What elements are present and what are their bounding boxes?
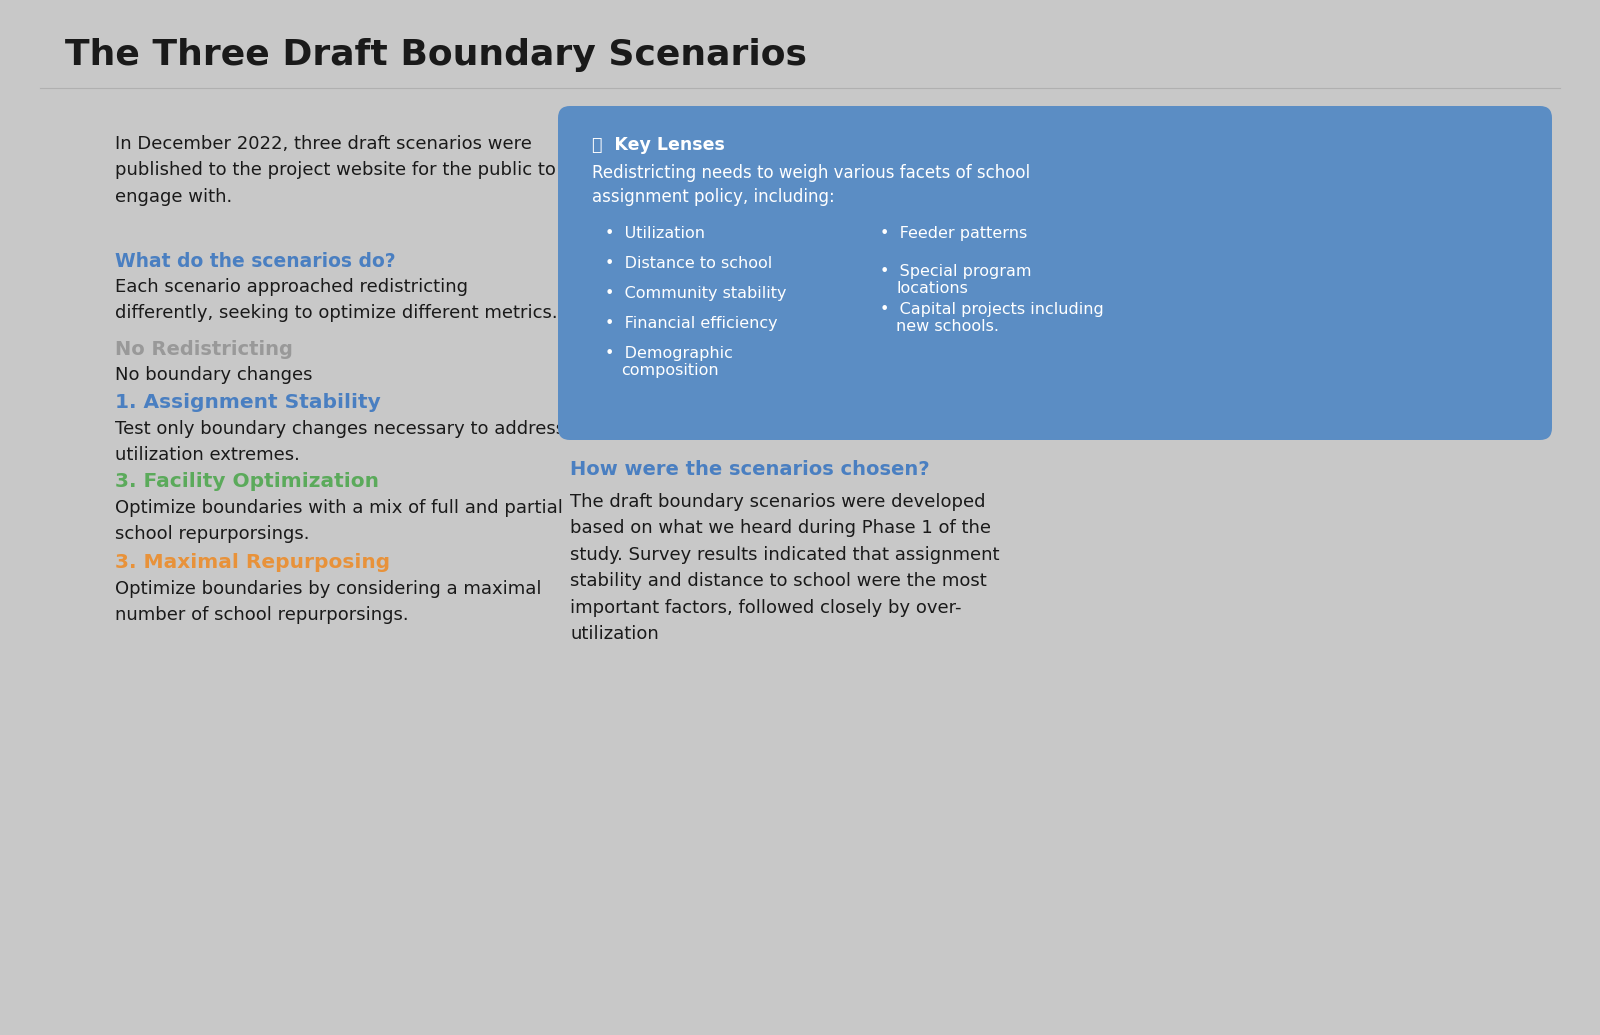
Text: •  Utilization: • Utilization bbox=[605, 226, 706, 241]
Text: •  Distance to school: • Distance to school bbox=[605, 256, 773, 271]
Text: What do the scenarios do?: What do the scenarios do? bbox=[115, 252, 395, 271]
Text: locations: locations bbox=[896, 280, 968, 296]
Text: Redistricting needs to weigh various facets of school
assignment policy, includi: Redistricting needs to weigh various fac… bbox=[592, 164, 1030, 206]
Text: •  Community stability: • Community stability bbox=[605, 286, 787, 301]
FancyBboxPatch shape bbox=[558, 106, 1552, 440]
Text: Optimize boundaries by considering a maximal
number of school repurporsings.: Optimize boundaries by considering a max… bbox=[115, 580, 541, 624]
Text: 1. Assignment Stability: 1. Assignment Stability bbox=[115, 393, 381, 412]
Text: No boundary changes: No boundary changes bbox=[115, 366, 312, 384]
Text: 3. Facility Optimization: 3. Facility Optimization bbox=[115, 472, 379, 491]
Text: •  Special program: • Special program bbox=[880, 264, 1032, 279]
Text: 3. Maximal Repurposing: 3. Maximal Repurposing bbox=[115, 553, 390, 572]
Text: •  Feeder patterns: • Feeder patterns bbox=[880, 226, 1027, 241]
Text: composition: composition bbox=[621, 363, 718, 378]
Text: In December 2022, three draft scenarios were
published to the project website fo: In December 2022, three draft scenarios … bbox=[115, 135, 555, 206]
Text: How were the scenarios chosen?: How were the scenarios chosen? bbox=[570, 460, 930, 479]
Text: Test only boundary changes necessary to address
utilization extremes.: Test only boundary changes necessary to … bbox=[115, 420, 565, 465]
Text: ⓘ  Key Lenses: ⓘ Key Lenses bbox=[592, 136, 725, 154]
Text: •  Capital projects including: • Capital projects including bbox=[880, 302, 1104, 317]
Text: The draft boundary scenarios were developed
based on what we heard during Phase : The draft boundary scenarios were develo… bbox=[570, 493, 1000, 643]
Text: No Redistricting: No Redistricting bbox=[115, 341, 293, 359]
Text: Optimize boundaries with a mix of full and partial
school repurporsings.: Optimize boundaries with a mix of full a… bbox=[115, 499, 563, 543]
Text: Each scenario approached redistricting
differently, seeking to optimize differen: Each scenario approached redistricting d… bbox=[115, 278, 558, 322]
Text: new schools.: new schools. bbox=[896, 319, 998, 334]
Text: The Three Draft Boundary Scenarios: The Three Draft Boundary Scenarios bbox=[66, 38, 806, 72]
Text: •  Financial efficiency: • Financial efficiency bbox=[605, 316, 778, 331]
Text: •  Demographic: • Demographic bbox=[605, 346, 733, 361]
